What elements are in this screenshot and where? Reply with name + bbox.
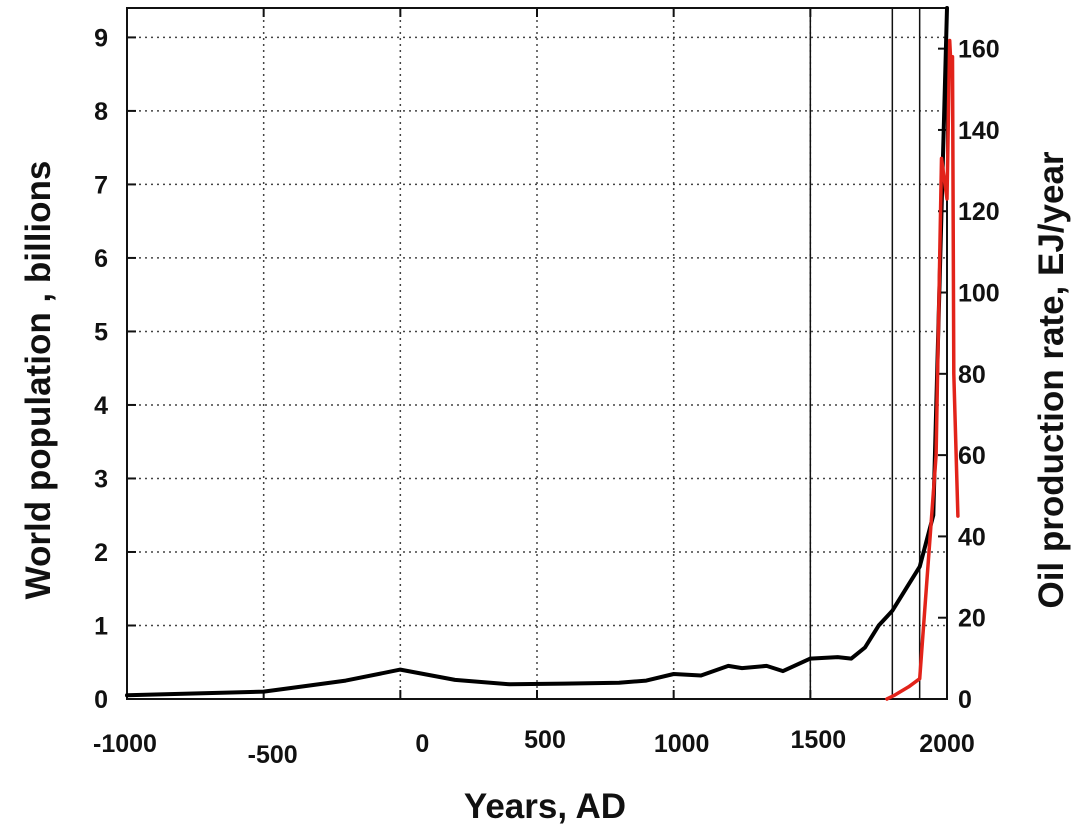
y2-tick-label: 40: [958, 523, 986, 551]
x-tick-label: 2000: [919, 730, 975, 758]
x-tick-label: -1000: [93, 730, 157, 758]
y-tick-label: 3: [94, 465, 108, 493]
y-tick-label: 9: [94, 24, 108, 52]
grid: [127, 8, 947, 699]
x-tick-label: -500: [248, 741, 298, 769]
y2-axis-label: Oil production rate, EJ/year: [1032, 151, 1071, 608]
y-tick-label: 2: [94, 539, 108, 567]
x-tick-label: 1500: [791, 726, 847, 754]
y2-tick-label: 60: [958, 442, 986, 470]
y-tick-label: 4: [94, 392, 108, 420]
x-axis-label: Years, AD: [464, 787, 626, 826]
y2-tick-label: 160: [958, 36, 1000, 64]
vertical-lines: [809, 8, 921, 699]
x-tick-label: 500: [524, 726, 566, 754]
y-tick-label: 5: [94, 318, 108, 346]
x-tick-label: 0: [415, 730, 429, 758]
y-axis-label: World population , billions: [19, 161, 58, 600]
series-group: [125, 6, 960, 701]
y-tick-label: 7: [94, 171, 108, 199]
y2-tick-label: 20: [958, 605, 986, 633]
x-tick-label: 1000: [654, 730, 710, 758]
y2-tick-label: 140: [958, 117, 1000, 145]
y-tick-label: 8: [94, 98, 108, 126]
y2-tick-label: 0: [958, 686, 972, 714]
oil-production-line: [885, 38, 960, 701]
y2-tick-label: 120: [958, 198, 1000, 226]
y2-tick-label: 100: [958, 280, 1000, 308]
y2-tick-label: 80: [958, 361, 986, 389]
population-line: [125, 6, 949, 698]
y-tick-label: 1: [94, 612, 108, 640]
y-tick-label: 0: [94, 686, 108, 714]
tick-labels: -1000 -500 0 500 1000 1500 2000 0 1 2 3 4 5 6 7 8 9 0 20 40…: [93, 24, 1000, 769]
y-tick-label: 6: [94, 245, 108, 273]
